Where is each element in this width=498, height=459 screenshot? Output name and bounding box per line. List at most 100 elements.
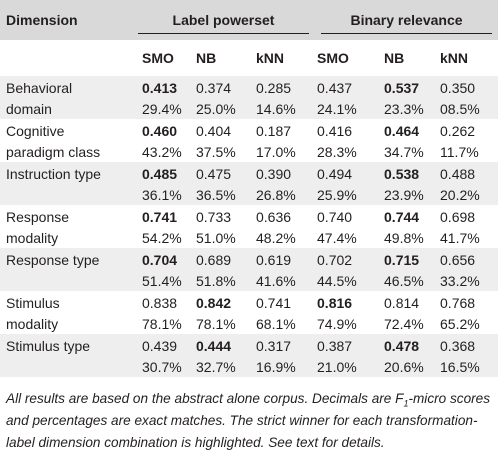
score-cell-winner: 0.460	[142, 122, 178, 139]
table-row-percent: modality 54.2% 51.0% 48.2% 47.4% 49.8% 41.7%	[0, 228, 498, 248]
percent-cell: 37.5%	[196, 144, 236, 160]
percent-cell: 41.7%	[440, 230, 480, 246]
dimension-label-cont	[0, 185, 132, 205]
table-row-percent: paradigm class 43.2% 37.5% 17.0% 28.3% 34.7% 1…	[0, 142, 498, 162]
percent-cell: 74.9%	[317, 316, 357, 332]
caption-part1: All results are based on the abstract al…	[6, 391, 404, 406]
score-cell: 0.475	[196, 165, 232, 182]
percent-cell: 26.8%	[256, 187, 296, 203]
percent-cell: 24.1%	[317, 101, 357, 117]
column-header: kNN	[440, 50, 469, 66]
score-cell: 0.733	[196, 208, 232, 225]
percent-cell: 21.0%	[317, 359, 357, 375]
table-row-percent: modality 78.1% 78.1% 68.1% 74.9% 72.4% 65.2%	[0, 314, 498, 334]
score-cell: 0.387	[317, 337, 353, 354]
table-row-percent: 30.7% 32.7% 16.9% 21.0% 20.6% 16.5%	[0, 357, 498, 377]
percent-cell: 17.0%	[256, 144, 296, 160]
results-table: Dimension Label powerset Binary relevanc…	[0, 0, 498, 377]
table-caption: All results are based on the abstract al…	[6, 388, 494, 454]
percent-cell: 08.5%	[440, 101, 480, 117]
percent-cell: 48.2%	[256, 230, 296, 246]
percent-cell: 28.3%	[317, 144, 357, 160]
percent-cell: 68.1%	[256, 316, 296, 332]
score-cell: 0.689	[196, 251, 232, 268]
dimension-label-cont: modality	[6, 316, 59, 332]
caption-part2: -micro scores and percentages are exact …	[6, 391, 491, 450]
column-header: NB	[196, 50, 217, 66]
percent-cell: 16.5%	[440, 359, 480, 375]
score-cell-winner: 0.704	[142, 251, 178, 268]
percent-cell: 46.5%	[384, 273, 424, 289]
percent-cell: 20.2%	[440, 187, 480, 203]
group-header-label-powerset: Label powerset	[132, 0, 315, 40]
percent-cell: 25.0%	[196, 101, 236, 117]
score-cell-winner: 0.744	[384, 208, 420, 225]
percent-cell: 51.8%	[196, 273, 236, 289]
score-cell-winner: 0.478	[384, 337, 420, 354]
dimension-label-cont	[0, 271, 132, 291]
group-header-binary-relevance: Binary relevance	[315, 0, 498, 40]
dimension-label: Response	[6, 208, 70, 225]
score-cell: 0.317	[256, 337, 292, 354]
score-cell: 0.350	[440, 79, 476, 96]
score-cell: 0.656	[440, 251, 476, 268]
score-cell-winner: 0.538	[384, 165, 420, 182]
dimension-label: Stimulus	[6, 294, 60, 311]
dimension-label-cont	[0, 357, 132, 377]
score-cell-winner: 0.444	[196, 337, 232, 354]
percent-cell: 23.3%	[384, 101, 424, 117]
score-cell: 0.368	[440, 337, 476, 354]
score-cell-winner: 0.413	[142, 79, 178, 96]
score-cell: 0.439	[142, 337, 178, 354]
percent-cell: 32.7%	[196, 359, 236, 375]
percent-cell: 36.1%	[142, 187, 182, 203]
percent-cell: 51.4%	[142, 273, 182, 289]
dimension-label: Instruction type	[6, 165, 101, 182]
score-cell: 0.390	[256, 165, 292, 182]
percent-cell: 11.7%	[440, 144, 479, 160]
score-cell: 0.740	[317, 208, 353, 225]
column-header-blank	[0, 40, 132, 76]
score-cell: 0.374	[196, 79, 232, 96]
table-row-percent: 51.4% 51.8% 41.6% 44.5% 46.5% 33.2%	[0, 271, 498, 291]
table-body: Dimension Label powerset Binary relevanc…	[0, 0, 498, 377]
score-cell: 0.768	[440, 294, 476, 311]
percent-cell: 30.7%	[142, 359, 182, 375]
table-row: Behavioral 0.413 0.374 0.285 0.437 0.537 0.350	[0, 76, 498, 99]
percent-cell: 16.9%	[256, 359, 296, 375]
score-cell: 0.698	[440, 208, 476, 225]
column-header-row: SMO NB kNN SMO NB kNN	[0, 40, 498, 76]
group-underline	[321, 33, 493, 34]
dimension-header: Dimension	[6, 12, 78, 28]
group-header-label: Binary relevance	[350, 12, 463, 28]
dimension-label: Response type	[6, 251, 100, 268]
score-cell-winner: 0.464	[384, 122, 420, 139]
table-row-percent: 36.1% 36.5% 26.8% 25.9% 23.9% 20.2%	[0, 185, 498, 205]
score-cell: 0.814	[384, 294, 420, 311]
score-cell: 0.262	[440, 122, 476, 139]
table-row: Response 0.741 0.733 0.636 0.740 0.744 0.698	[0, 205, 498, 228]
percent-cell: 34.7%	[384, 144, 424, 160]
score-cell: 0.636	[256, 208, 292, 225]
score-cell-winner: 0.537	[384, 79, 420, 96]
table-row: Cognitive 0.460 0.404 0.187 0.416 0.464 0.262	[0, 119, 498, 142]
percent-cell: 23.9%	[384, 187, 424, 203]
percent-cell: 72.4%	[384, 316, 424, 332]
percent-cell: 51.0%	[196, 230, 236, 246]
percent-cell: 43.2%	[142, 144, 182, 160]
table-row: Stimulus 0.838 0.842 0.741 0.816 0.814 0.768	[0, 291, 498, 314]
table-row: Stimulus type 0.439 0.444 0.317 0.387 0.478 0.…	[0, 334, 498, 357]
percent-cell: 44.5%	[317, 273, 357, 289]
percent-cell: 14.6%	[256, 101, 296, 117]
percent-cell: 25.9%	[317, 187, 357, 203]
column-header: SMO	[142, 50, 174, 66]
table-row: Instruction type 0.485 0.475 0.390 0.494 0.53…	[0, 162, 498, 185]
score-cell: 0.494	[317, 165, 353, 182]
percent-cell: 78.1%	[142, 316, 182, 332]
caption-subscript: 1	[403, 398, 409, 409]
dimension-label-cont: domain	[6, 101, 52, 117]
score-cell: 0.285	[256, 79, 292, 96]
percent-cell: 33.2%	[440, 273, 480, 289]
score-cell: 0.838	[142, 294, 178, 311]
